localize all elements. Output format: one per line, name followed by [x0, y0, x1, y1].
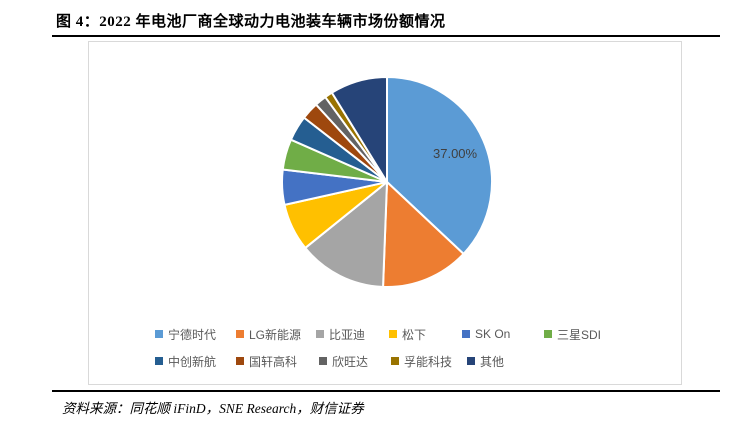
legend-label: 比亚迪 [329, 327, 366, 342]
legend-item-5: SK On [462, 327, 544, 341]
legend-color-swatch [391, 357, 399, 365]
legend-item-6: 三星SDI [544, 326, 630, 343]
legend-label: 松下 [402, 327, 427, 342]
chart-area: 37.00% 宁德时代 LG新能源 比亚迪 松下 SK On 三星SDI 中创新航 国轩高科… [88, 41, 682, 385]
footer-divider [52, 390, 720, 392]
legend-item-1: 宁德时代 [155, 326, 236, 343]
legend-color-swatch [319, 357, 327, 365]
legend-item-3: 比亚迪 [316, 326, 389, 343]
legend-color-swatch [155, 330, 163, 338]
legend-label: 欣旺达 [332, 354, 369, 369]
pie-data-label: 37.00% [433, 146, 478, 161]
legend-color-swatch [544, 330, 552, 338]
legend-item-11: 其他 [467, 353, 527, 370]
legend-item-4: 松下 [389, 326, 462, 343]
legend-label: 宁德时代 [168, 327, 217, 342]
legend-item-9: 欣旺达 [319, 353, 391, 370]
legend-label: 其他 [480, 354, 505, 369]
legend-label: SK On [475, 327, 511, 341]
legend-label: 孚能科技 [404, 354, 453, 369]
title-divider [52, 35, 720, 37]
legend-color-swatch [467, 357, 475, 365]
pie-slice-2 [382, 181, 465, 288]
legend-label: 国轩高科 [249, 354, 298, 369]
pie-slice-1 [386, 76, 493, 255]
legend-color-swatch [316, 330, 324, 338]
chart-legend-row-2: 中创新航 国轩高科 欣旺达 孚能科技 其他 [155, 353, 527, 369]
legend-color-swatch [155, 357, 163, 365]
legend-item-2: LG新能源 [236, 326, 316, 343]
legend-item-8: 国轩高科 [236, 353, 319, 370]
pie-chart [281, 76, 493, 288]
source-note: 资料来源：同花顺 iFinD，SNE Research，财信证券 [62, 401, 364, 416]
legend-label: 三星SDI [557, 327, 602, 342]
pie-slice-3 [304, 181, 388, 288]
legend-item-7: 中创新航 [155, 353, 236, 370]
legend-color-swatch [236, 330, 244, 338]
figure-title: 图 4：2022 年电池厂商全球动力电池装车辆市场份额情况 [56, 14, 446, 30]
legend-color-swatch [462, 330, 470, 338]
chart-legend-row-1: 宁德时代 LG新能源 比亚迪 松下 SK On 三星SDI [155, 326, 630, 342]
legend-color-swatch [236, 357, 244, 365]
legend-color-swatch [389, 330, 397, 338]
legend-item-10: 孚能科技 [391, 353, 467, 370]
legend-label: LG新能源 [249, 327, 302, 342]
legend-label: 中创新航 [168, 354, 217, 369]
pie-slice-11 [330, 76, 388, 183]
